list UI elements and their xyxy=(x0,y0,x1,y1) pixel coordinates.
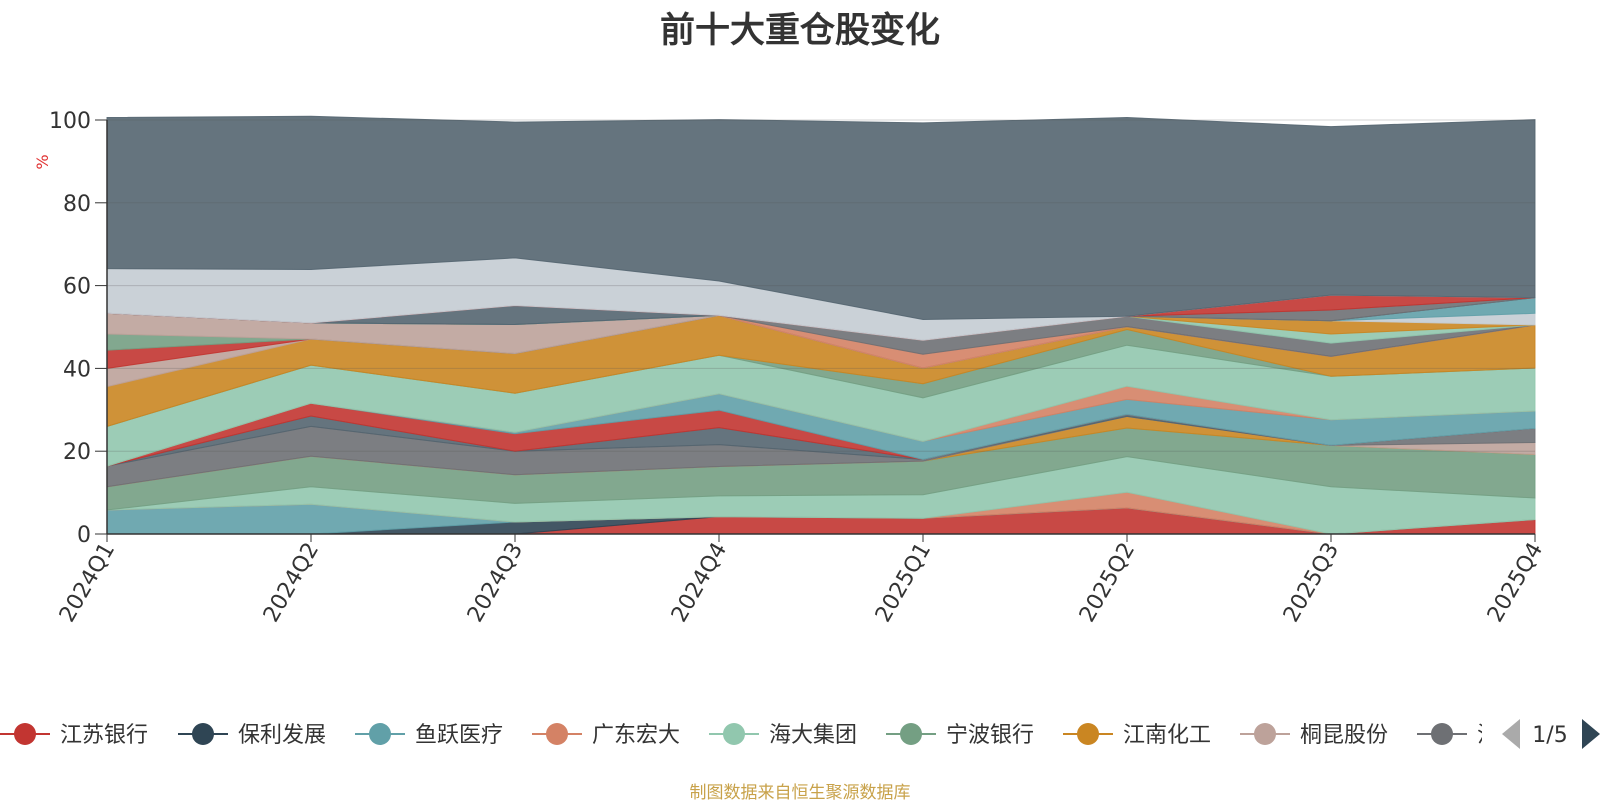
legend: 江苏银行 保利发展 鱼跃医疗 广东宏大 海大集团 宁波银行 江南化工 桐昆股份 江 xyxy=(0,723,1499,748)
y-tick-label: 60 xyxy=(63,275,91,300)
legend-marker xyxy=(14,723,36,745)
legend-marker xyxy=(1254,723,1276,745)
x-tick-label: 2024Q1 xyxy=(55,539,120,627)
source-note: 制图数据来自恒生聚源数据库 xyxy=(689,783,911,803)
grid-lines xyxy=(107,119,1535,452)
y-tick-label: 20 xyxy=(63,440,91,465)
legend-label: 宁波银行 xyxy=(946,723,1034,748)
legend-label: 保利发展 xyxy=(238,723,326,748)
x-tick-label: 2024Q2 xyxy=(259,539,324,627)
x-tick-label: 2025Q2 xyxy=(1075,539,1140,627)
x-tick-label: 2024Q3 xyxy=(463,539,528,627)
chart-title: 前十大重仓股变化 xyxy=(659,11,940,51)
legend-item[interactable]: 江苏银行 xyxy=(0,723,148,748)
legend-label: 海大集团 xyxy=(769,723,857,748)
legend-item[interactable]: 保利发展 xyxy=(178,723,326,748)
legend-marker xyxy=(900,723,922,745)
x-tick-label: 2025Q3 xyxy=(1279,539,1344,627)
legend-marker xyxy=(192,723,214,745)
legend-item[interactable]: 宁波银行 xyxy=(886,723,1034,748)
x-tick-label: 2024Q4 xyxy=(667,539,732,627)
legend-marker xyxy=(546,723,568,745)
area-series-31 xyxy=(106,115,1536,321)
area-series-layer xyxy=(106,115,1536,535)
y-tick-label: 40 xyxy=(63,357,91,382)
legend-pager: 1/5 xyxy=(1502,719,1600,749)
legend-item[interactable]: 桐昆股份 xyxy=(1240,723,1388,748)
legend-label: 广东宏大 xyxy=(592,723,680,748)
x-tick-label: 2025Q4 xyxy=(1483,539,1548,627)
legend-label: 江苏银行 xyxy=(60,723,148,748)
legend-item[interactable]: 海大集团 xyxy=(709,723,857,748)
legend-label: 江南化工 xyxy=(1123,723,1211,748)
legend-marker xyxy=(369,723,391,745)
legend-item[interactable]: 江南化工 xyxy=(1063,723,1211,748)
legend-marker xyxy=(1077,723,1099,745)
legend-label: 江 xyxy=(1477,723,1499,748)
x-tick-label: 2025Q1 xyxy=(871,539,936,627)
legend-item[interactable]: 江 xyxy=(1417,723,1499,748)
y-tick-label: 100 xyxy=(49,109,91,134)
y-tick-label: 0 xyxy=(77,523,91,548)
legend-item[interactable]: 广东宏大 xyxy=(532,723,680,748)
y-tick-label: 80 xyxy=(63,192,91,217)
legend-label: 桐昆股份 xyxy=(1300,723,1388,748)
next-page-icon[interactable] xyxy=(1582,719,1600,749)
y-axis-unit-label: % xyxy=(33,154,52,169)
legend-item[interactable]: 鱼跃医疗 xyxy=(355,723,503,748)
legend-page-indicator: 1/5 xyxy=(1532,723,1567,748)
prev-page-icon[interactable] xyxy=(1502,719,1520,749)
legend-marker xyxy=(723,723,745,745)
legend-marker xyxy=(1431,723,1453,745)
legend-label: 鱼跃医疗 xyxy=(415,723,503,748)
